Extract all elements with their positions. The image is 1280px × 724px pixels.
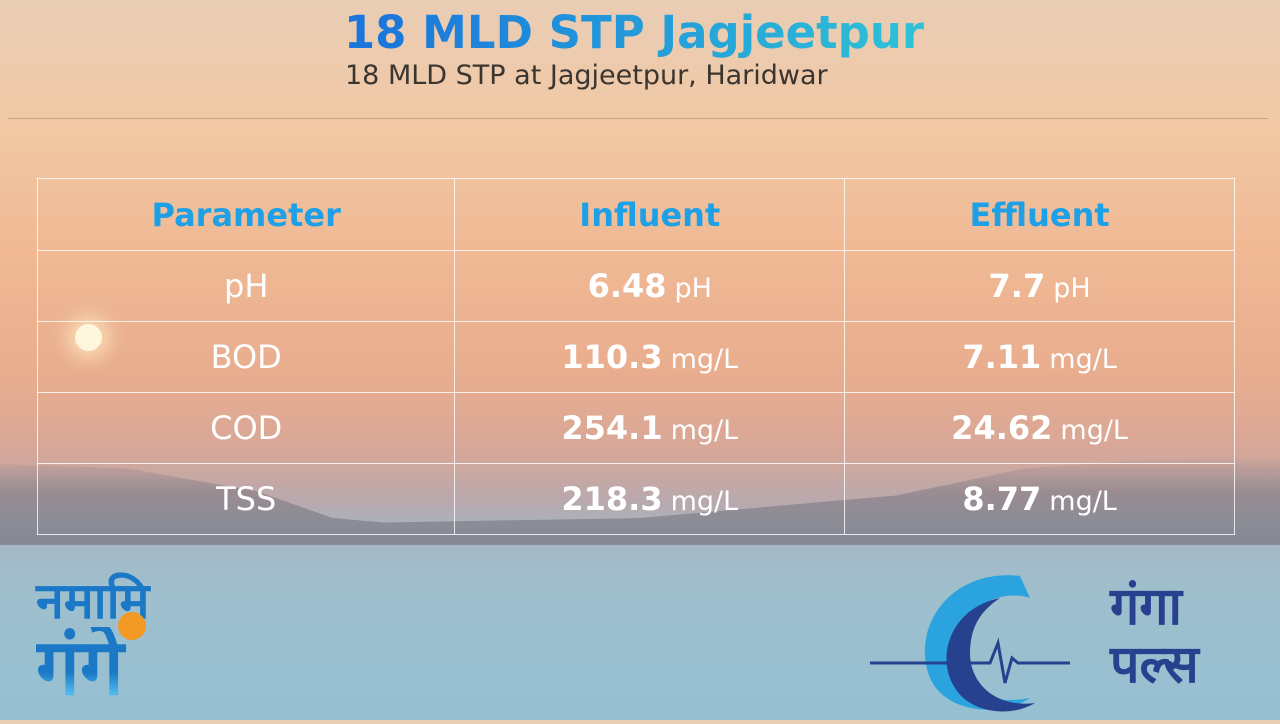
- influent-cell: 6.48 pH: [454, 250, 846, 322]
- effluent-unit: mg/L: [1060, 415, 1128, 446]
- page-title: 18 MLD STP Jagjeetpur: [0, 6, 1274, 59]
- logo-text-line1: गंगा: [1110, 577, 1183, 637]
- effluent-value: 7.7: [988, 267, 1046, 305]
- column-header-parameter: Parameter: [36, 178, 456, 251]
- table-row: pH 6.48 pH 7.7 pH: [36, 250, 1235, 322]
- influent-value: 218.3: [561, 480, 663, 518]
- table-row: TSS 218.3 mg/L 8.77 mg/L: [36, 463, 1235, 535]
- effluent-value: 7.11: [962, 338, 1042, 376]
- page-subtitle: 18 MLD STP at Jagjeetpur, Haridwar: [345, 60, 828, 91]
- influent-value: 110.3: [561, 338, 663, 376]
- effluent-value: 8.77: [962, 480, 1042, 518]
- table-row: COD 254.1 mg/L 24.62 mg/L: [36, 392, 1235, 464]
- parameter-cell: pH: [36, 250, 456, 322]
- column-header-influent: Influent: [454, 178, 846, 251]
- effluent-cell: 7.7 pH: [844, 250, 1235, 322]
- logo-orange-dot-icon: [118, 612, 146, 640]
- influent-unit: mg/L: [670, 344, 739, 375]
- namami-gange-logo: नमामि गंगे: [36, 575, 266, 720]
- influent-value: 6.48: [587, 267, 667, 305]
- table-header-row: Parameter Influent Effluent: [36, 178, 1235, 251]
- parameter-cell: TSS: [36, 463, 456, 535]
- logo-text-line1: नमामि: [36, 572, 150, 630]
- effluent-unit: mg/L: [1049, 344, 1117, 375]
- effluent-unit: pH: [1053, 273, 1091, 304]
- divider: [8, 118, 1268, 119]
- influent-cell: 218.3 mg/L: [454, 463, 846, 535]
- influent-cell: 110.3 mg/L: [454, 321, 846, 393]
- influent-unit: pH: [674, 273, 712, 304]
- ganga-pulse-logo: गंगा पल्स: [870, 568, 1240, 720]
- influent-cell: 254.1 mg/L: [454, 392, 846, 464]
- table-row: BOD 110.3 mg/L 7.11 mg/L: [36, 321, 1235, 393]
- wave-pulse-icon: [870, 575, 1070, 712]
- water-quality-table: Parameter Influent Effluent pH 6.48 pH 7.…: [36, 178, 1235, 535]
- influent-unit: mg/L: [670, 415, 739, 446]
- column-header-effluent: Effluent: [844, 178, 1235, 251]
- effluent-cell: 24.62 mg/L: [844, 392, 1235, 464]
- effluent-cell: 7.11 mg/L: [844, 321, 1235, 393]
- effluent-unit: mg/L: [1049, 486, 1117, 517]
- effluent-value: 24.62: [951, 409, 1053, 447]
- logo-text-line2: गंगे: [36, 627, 266, 709]
- parameter-cell: COD: [36, 392, 456, 464]
- influent-unit: mg/L: [670, 486, 739, 517]
- influent-value: 254.1: [561, 409, 663, 447]
- effluent-cell: 8.77 mg/L: [844, 463, 1235, 535]
- logo-text-line2: पल्स: [1110, 635, 1199, 695]
- parameter-cell: BOD: [36, 321, 456, 393]
